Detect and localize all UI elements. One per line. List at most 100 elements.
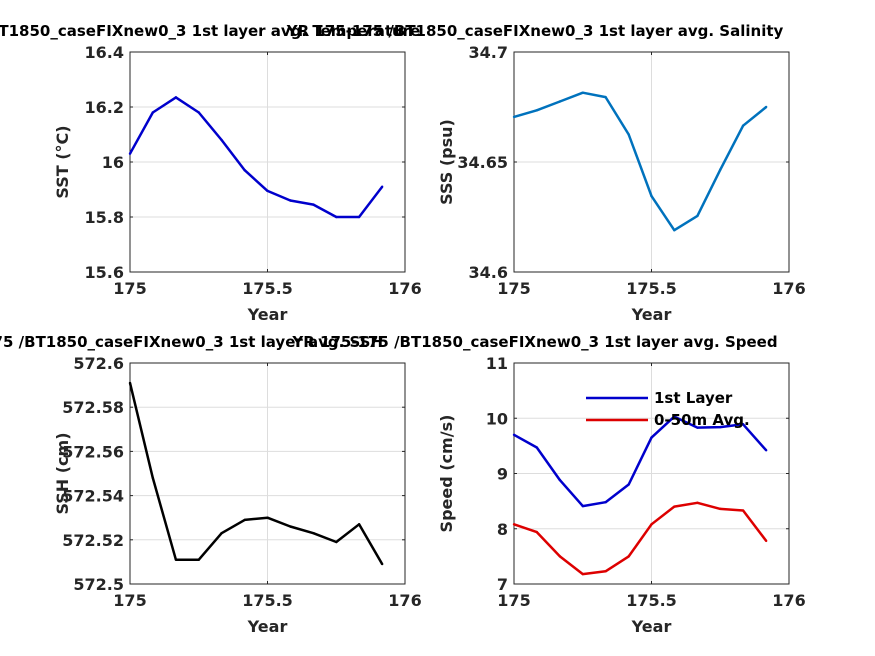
y-tick-label: 572.52 (62, 531, 124, 550)
data-point (220, 531, 223, 535)
data-point (289, 199, 292, 202)
data-point (535, 109, 539, 112)
data-point (243, 169, 246, 172)
data-point (335, 540, 338, 544)
y-tick-label: 11 (486, 354, 508, 373)
data-point (719, 507, 722, 511)
y-axis-label: Speed (cm/s) (437, 415, 456, 533)
data-point (312, 531, 315, 535)
y-tick-label: 7 (497, 575, 508, 594)
data-point (650, 523, 653, 526)
x-tick-label: 175 (113, 591, 146, 610)
x-tick-label: 176 (388, 279, 421, 298)
x-tick-label: 175.5 (242, 279, 293, 298)
y-axis-label: SST (°C) (53, 125, 72, 198)
data-point (535, 446, 539, 449)
subplot-2: 175 175.5 176 34.6 34.65 34.7 Year SSS (psu) YR … (286, 22, 806, 324)
subplot-3: 175 175.5 176 572.5 572.52 572.54 572.56 572.58… (0, 333, 422, 636)
x-axis-label: Year (247, 617, 288, 636)
y-tick-label: 9 (497, 465, 508, 484)
data-point (335, 215, 338, 219)
x-tick-label: 175.5 (626, 591, 677, 610)
y-tick-label: 10 (486, 409, 508, 428)
data-point (558, 478, 562, 482)
data-point (673, 415, 676, 418)
y-tick-label: 572.6 (73, 354, 124, 373)
data-point (128, 152, 132, 155)
data-point (673, 505, 676, 508)
data-point (266, 516, 269, 519)
data-point (627, 483, 630, 486)
data-point (357, 215, 361, 219)
chart-title: YR 175-175 /BT1850_caseFIXnew0_3 1st lay… (291, 333, 777, 351)
data-point (197, 558, 200, 561)
y-tick-label: 16.2 (85, 98, 124, 117)
y-tick-label: 572.5 (73, 575, 124, 594)
data-point (627, 133, 630, 136)
subplot-1: 175 175.5 176 15.6 15.8 16 16.2 16.4 Year SST (°C… (0, 22, 422, 324)
x-tick-label: 175.5 (242, 591, 293, 610)
x-axis-label: Year (247, 305, 288, 324)
y-tick-label: 572.56 (62, 442, 124, 461)
y-tick-label: 34.7 (469, 43, 508, 62)
data-point (604, 570, 607, 573)
x-tick-label: 176 (772, 279, 805, 298)
series-line-2 (513, 501, 768, 576)
chart-title: YR 175-175 /BT1850_caseFIXnew0_3 1st lay… (286, 22, 784, 40)
data-point (741, 509, 745, 512)
series-line-1 (513, 91, 767, 232)
data-point (604, 95, 607, 99)
data-point (535, 530, 539, 534)
data-point (741, 423, 745, 426)
data-point (174, 558, 178, 561)
data-point (673, 229, 676, 232)
x-tick-label: 175 (497, 591, 530, 610)
data-point (128, 381, 132, 385)
x-tick-label: 175 (113, 279, 146, 298)
series-line-1 (128, 96, 384, 219)
data-point (151, 476, 155, 480)
data-point (581, 91, 584, 94)
data-point (289, 525, 292, 528)
y-tick-label: 15.8 (85, 208, 124, 227)
data-point (764, 539, 768, 543)
y-tick-label: 572.58 (62, 398, 124, 417)
data-point (197, 111, 200, 114)
data-point (741, 124, 745, 127)
y-tick-label: 16.4 (85, 43, 124, 62)
data-point (696, 426, 699, 429)
legend-label: 1st Layer (654, 389, 733, 407)
data-point (243, 518, 246, 522)
data-point (764, 449, 768, 452)
data-point (220, 138, 223, 142)
y-tick-label: 15.6 (85, 263, 124, 282)
data-point (650, 194, 653, 198)
data-point (512, 433, 516, 437)
data-point (650, 436, 653, 439)
data-point (627, 555, 630, 558)
data-point (266, 189, 269, 193)
chart-title: YR 175-175 /BT1850_caseFIXnew0_3 1st lay… (0, 22, 420, 40)
subplot-4: 175 175.5 176 7 8 9 10 11 Year Speed (cm/s) YR 175… (291, 333, 805, 636)
y-tick-label: 34.6 (469, 263, 508, 282)
series-line-1 (128, 382, 384, 565)
data-point (604, 501, 607, 504)
x-tick-label: 176 (772, 591, 805, 610)
data-point (558, 100, 562, 103)
y-tick-label: 34.65 (457, 153, 508, 172)
legend: 1st Layer 0-50m Avg. (586, 389, 750, 429)
x-tick-label: 175 (497, 279, 530, 298)
data-point (312, 203, 315, 206)
data-point (581, 504, 584, 508)
y-tick-label: 16 (102, 153, 124, 172)
data-point (719, 425, 722, 429)
data-point (174, 96, 178, 99)
data-point (581, 572, 584, 576)
series-line-1 (513, 415, 768, 508)
y-tick-label: 8 (497, 520, 508, 539)
legend-label: 0-50m Avg. (654, 411, 750, 429)
data-point (380, 562, 384, 566)
y-axis-label: SSH (cm) (53, 432, 72, 514)
x-axis-label: Year (631, 617, 672, 636)
